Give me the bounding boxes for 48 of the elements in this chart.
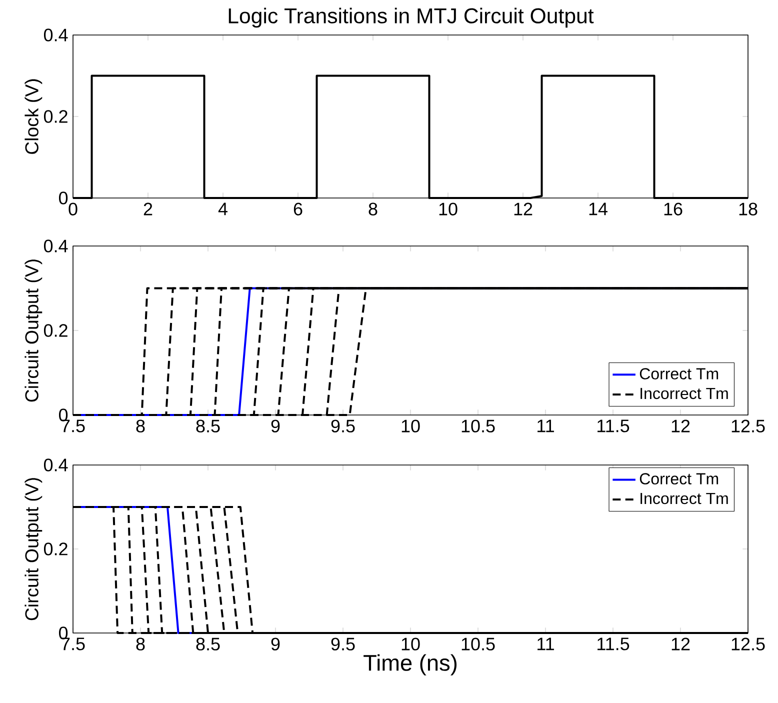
chart-title: Logic Transitions in MTJ Circuit Output xyxy=(228,8,594,28)
x-tick-label: 12 xyxy=(514,202,532,216)
y-tick-label: 0.2 xyxy=(44,324,68,337)
x-tick-label: 2 xyxy=(144,202,152,216)
x-tick-label: 16 xyxy=(664,202,682,216)
x-tick-label: 12 xyxy=(672,420,690,432)
x-tick-label: 8 xyxy=(368,202,378,216)
legend-label: Incorrect Tm xyxy=(640,388,728,400)
x-tick-label: 8 xyxy=(136,638,145,650)
legend-label: Incorrect Tm xyxy=(640,492,728,504)
x-tick-label: 8.5 xyxy=(196,420,220,432)
legend-label: Correct Tm xyxy=(640,368,718,380)
x-tick-label: 11 xyxy=(538,420,554,432)
x-tick-label: 9 xyxy=(271,638,280,650)
x-tick-label: 4 xyxy=(218,202,228,216)
x-tick-label: 9 xyxy=(271,420,280,432)
x-tick-label: 14 xyxy=(589,202,608,216)
x-tick-label: 11 xyxy=(538,638,554,650)
legend-label: Correct Tm xyxy=(640,473,718,484)
x-tick-label: 10.5 xyxy=(462,420,495,432)
x-tick-label: 18 xyxy=(739,202,758,216)
y-tick-label: 0.2 xyxy=(44,542,68,556)
x-tick-label: 10 xyxy=(402,638,420,650)
x-axis-title: Time (ns) xyxy=(364,654,457,676)
x-tick-label: 11.5 xyxy=(598,638,630,650)
x-tick-label: 9.5 xyxy=(331,420,355,432)
x-tick-label: 0 xyxy=(68,202,78,216)
x-tick-label: 12 xyxy=(672,638,690,650)
y-tick-label: 0.4 xyxy=(44,240,68,252)
y-axis-title: Clock (V) xyxy=(24,79,42,154)
y-axis-title: Circuit Output (V) xyxy=(24,260,42,402)
x-tick-label: 10 xyxy=(402,420,420,432)
x-tick-label: 11.5 xyxy=(598,420,630,432)
y-tick-label: 0.4 xyxy=(44,28,68,42)
y-tick-label: 0 xyxy=(58,192,68,204)
y-axis-title: Circuit Output (V) xyxy=(24,478,42,620)
x-tick-label: 6 xyxy=(294,202,302,216)
x-tick-label: 7.5 xyxy=(61,638,85,650)
x-tick-label: 12.5 xyxy=(732,638,765,650)
y-tick-label: 0.4 xyxy=(44,458,68,472)
x-tick-label: 9.5 xyxy=(331,638,355,650)
y-tick-label: 0.2 xyxy=(44,110,68,123)
x-tick-label: 7.5 xyxy=(61,420,85,432)
x-tick-label: 10.5 xyxy=(462,638,495,650)
x-tick-label: 8.5 xyxy=(196,638,220,650)
x-tick-label: 12.5 xyxy=(732,420,765,432)
x-tick-label: 10 xyxy=(439,202,458,216)
x-tick-label: 8 xyxy=(136,420,145,432)
